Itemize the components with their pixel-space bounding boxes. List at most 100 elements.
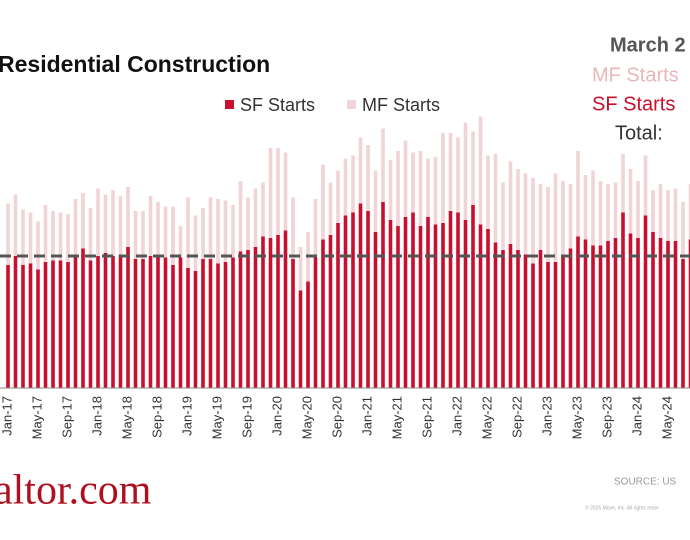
bar-segment xyxy=(313,257,318,388)
bar-segment xyxy=(688,184,690,240)
bar-segment xyxy=(501,182,505,250)
legend-label: SF Starts xyxy=(240,95,315,115)
x-tick-label: Jan-19 xyxy=(179,396,194,436)
legend-swatch xyxy=(225,100,234,109)
bar-segment xyxy=(681,259,685,388)
bar-segment xyxy=(276,148,280,235)
bar-segment xyxy=(201,208,205,259)
x-tick-label: Jan-18 xyxy=(89,396,104,436)
bar-segment xyxy=(148,196,153,256)
bar-segment xyxy=(651,190,655,232)
bar-segment xyxy=(231,205,235,258)
bar-segment xyxy=(246,197,250,250)
bar-segment xyxy=(208,197,213,259)
bar-segment xyxy=(673,241,678,388)
bar-segment xyxy=(231,257,235,388)
bar-segment xyxy=(201,259,205,388)
bar-segment xyxy=(553,262,558,388)
bar-segment xyxy=(186,268,190,388)
x-tick-label: Sep-20 xyxy=(329,396,344,438)
bar-segment xyxy=(486,229,490,388)
bar-segment xyxy=(508,244,513,388)
bar-segment xyxy=(126,187,130,247)
bar-segment xyxy=(598,245,603,388)
bar-segment xyxy=(193,271,198,388)
bar-segment xyxy=(673,188,678,241)
bar-segment xyxy=(546,262,550,388)
bar-segment xyxy=(433,224,438,388)
bar-segment xyxy=(178,257,183,388)
bar-segment xyxy=(21,209,25,265)
bar-segment xyxy=(51,211,55,261)
bar-segment xyxy=(403,140,408,217)
bar-segment xyxy=(13,256,18,388)
bar-segment xyxy=(66,214,70,262)
bar-segment xyxy=(103,253,108,388)
bar-segment xyxy=(388,220,393,388)
x-tick-label: Jan-20 xyxy=(269,396,284,436)
bar-segment xyxy=(148,256,153,388)
x-tick-label: Sep-19 xyxy=(239,396,254,438)
bar-segment xyxy=(358,203,363,388)
x-tick-label: Sep-17 xyxy=(59,396,74,438)
bar-segment xyxy=(36,269,40,388)
bar-segment xyxy=(561,181,565,256)
bar-segment xyxy=(336,223,340,388)
bar-segment xyxy=(568,184,573,249)
bar-segment xyxy=(606,241,610,388)
bar-segment xyxy=(141,211,145,259)
bar-segment xyxy=(163,206,168,258)
bar-segment xyxy=(478,224,483,388)
sf-annotation: SF Starts xyxy=(592,93,675,115)
bar-segment xyxy=(73,256,78,388)
bar-segment xyxy=(583,175,588,240)
x-tick-label: May-19 xyxy=(209,396,224,439)
x-tick-label: Jan-17 xyxy=(0,396,14,436)
bar-segment xyxy=(448,211,453,388)
bar-segment xyxy=(96,256,100,388)
bar-segment xyxy=(658,184,663,238)
bar-segment xyxy=(253,188,258,247)
bar-segment xyxy=(591,170,595,246)
bar-segment xyxy=(51,260,55,388)
bar-segment xyxy=(591,245,595,388)
source: SOURCE: US xyxy=(614,477,677,488)
bar-segment xyxy=(238,181,243,252)
x-tick-label: May-20 xyxy=(299,396,314,439)
bar-segment xyxy=(88,260,93,388)
bar-segment xyxy=(6,203,10,265)
bar-segment xyxy=(613,182,618,238)
bar-segment xyxy=(186,197,190,268)
bar-segment xyxy=(171,206,175,265)
bar-segment xyxy=(493,242,498,388)
bar-segment xyxy=(426,158,430,217)
bar-segment xyxy=(538,250,543,388)
bar-segment xyxy=(141,259,145,388)
x-tick-label: May-17 xyxy=(29,396,44,439)
x-tick-label: Sep-23 xyxy=(599,396,614,438)
copyright: © 2025 Move, Inc. All rights reser xyxy=(585,504,659,511)
bar-segment xyxy=(643,155,648,216)
bar-segment xyxy=(598,181,603,246)
bar-segment xyxy=(418,151,423,226)
x-tick-label: May-18 xyxy=(119,396,134,439)
mf-annotation: MF Starts xyxy=(592,64,679,86)
bar-segment xyxy=(238,251,243,388)
bar-segment xyxy=(298,247,303,291)
bar-segment xyxy=(366,145,370,211)
bar-segment xyxy=(163,257,168,388)
bar-segment xyxy=(373,170,378,232)
bar-segment xyxy=(351,155,355,213)
bar-segment xyxy=(283,230,288,388)
bar-segment xyxy=(411,212,415,388)
bar-segment xyxy=(81,248,85,388)
x-tick-label: Sep-21 xyxy=(419,396,434,438)
bar-segment xyxy=(261,236,265,388)
bar-segment xyxy=(643,215,648,388)
bar-segment xyxy=(73,199,78,256)
bar-segment xyxy=(81,193,85,249)
bar-segment xyxy=(216,263,220,388)
bar-segment xyxy=(523,173,528,255)
bar-segment xyxy=(448,133,453,211)
